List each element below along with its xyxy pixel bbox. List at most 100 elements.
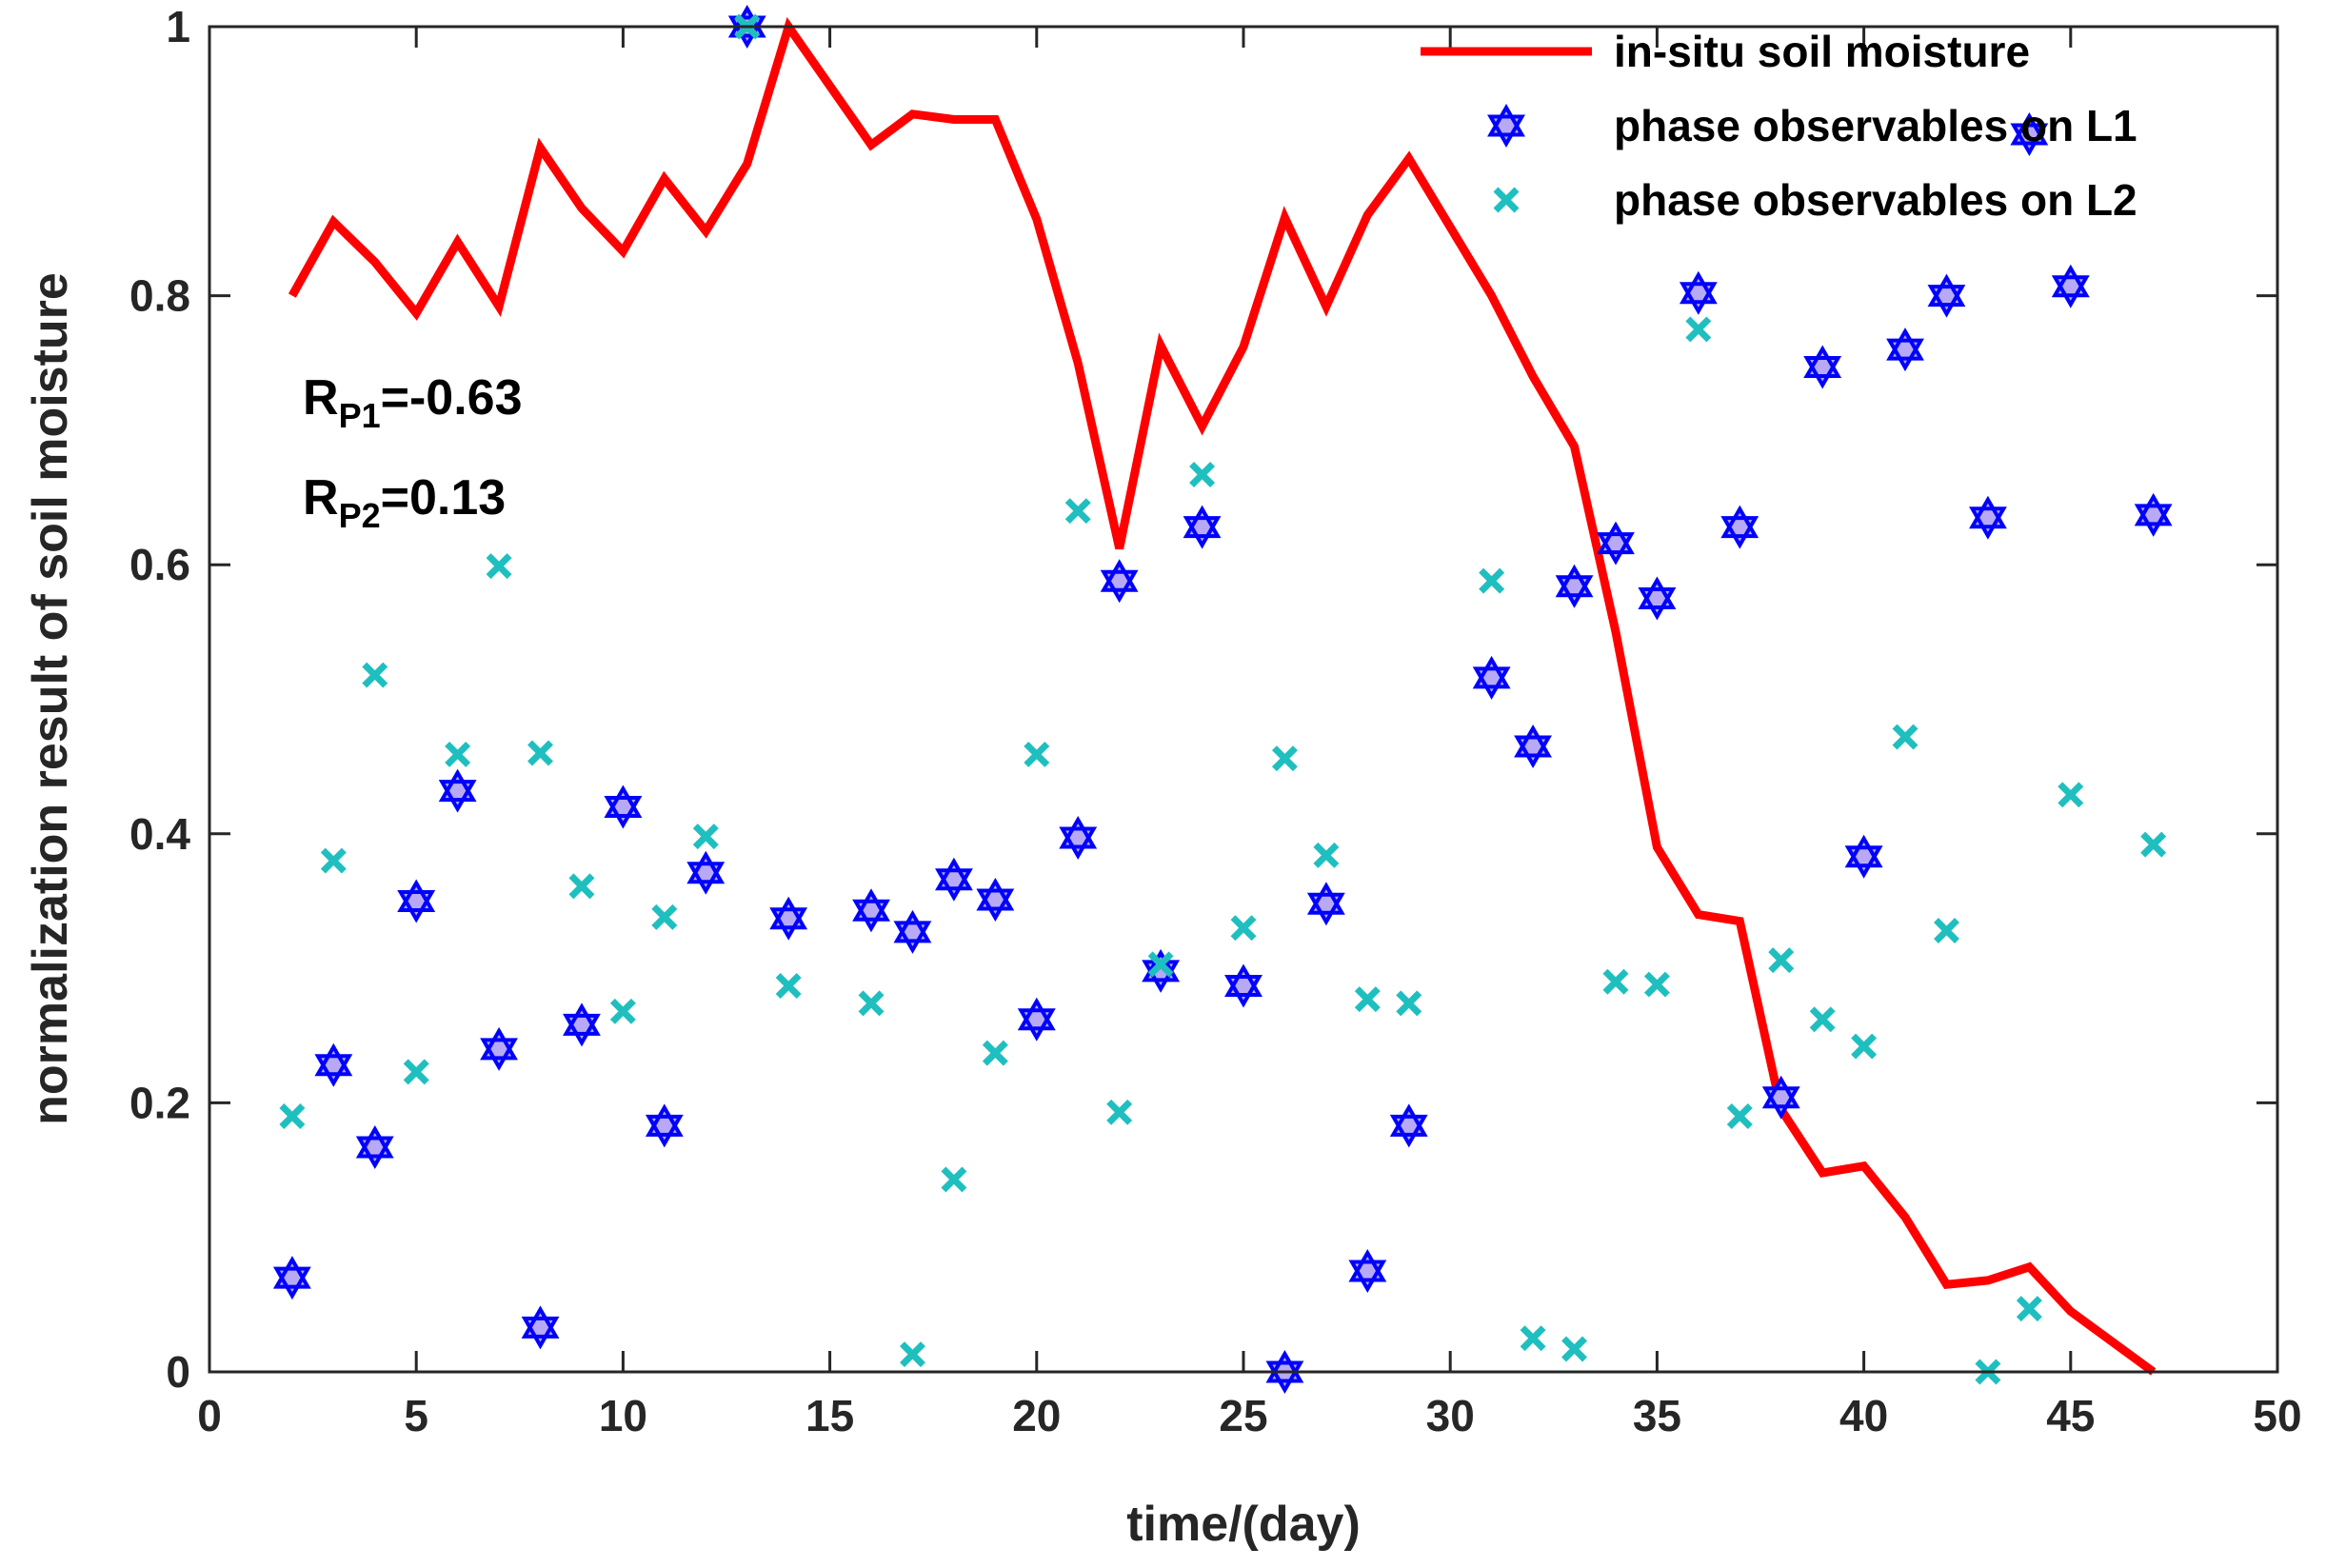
l1-point bbox=[1927, 273, 1966, 318]
y-tick-label: 0.6 bbox=[129, 540, 190, 589]
l2-point bbox=[609, 998, 636, 1024]
x-tick-label: 50 bbox=[2253, 1391, 2301, 1440]
annotation-r-p1-sub: P1 bbox=[339, 396, 381, 435]
l2-point bbox=[982, 1040, 1008, 1066]
l1-point bbox=[1720, 505, 1759, 549]
l1-point bbox=[1059, 815, 1098, 861]
l1-point bbox=[1514, 724, 1552, 769]
axes: 0 5 10 15 20 25 30 35 40 45 50 0 0.2 0.4 0.6 0.8 1 bbox=[129, 2, 2302, 1440]
l2-point bbox=[486, 553, 512, 580]
l2-point bbox=[445, 741, 471, 767]
l1-point bbox=[1844, 834, 1883, 879]
annotation-r-p1-main: R bbox=[303, 370, 339, 426]
x-tick-label: 15 bbox=[805, 1391, 854, 1440]
legend: in-situ soil moisture phase observables o… bbox=[1421, 27, 2137, 225]
l2-point bbox=[568, 873, 595, 900]
l2-point bbox=[320, 847, 347, 874]
l2-point bbox=[1189, 462, 1216, 488]
l1-point bbox=[604, 784, 643, 829]
l1-point bbox=[1969, 495, 2007, 540]
l1-point bbox=[1183, 505, 1222, 549]
l1-point bbox=[480, 1026, 518, 1071]
l2-point bbox=[1768, 947, 1795, 974]
l2-point bbox=[279, 1103, 306, 1130]
l1-point bbox=[521, 1305, 560, 1350]
y-tick-label: 0.4 bbox=[129, 809, 190, 859]
l2-point bbox=[775, 972, 802, 999]
x-tick-label: 10 bbox=[599, 1391, 647, 1440]
l1-point bbox=[563, 1002, 601, 1047]
l1-point bbox=[852, 888, 890, 933]
l1-point bbox=[272, 1256, 311, 1300]
x-axis-title: time/(day) bbox=[1126, 1497, 1361, 1552]
l2-point bbox=[1271, 745, 1298, 772]
l1-point bbox=[1638, 576, 1677, 621]
l2-point bbox=[900, 1341, 925, 1368]
l1-point bbox=[1100, 559, 1139, 604]
l2-point bbox=[1106, 1099, 1133, 1125]
l1-point bbox=[355, 1124, 394, 1170]
x-tick-label: 5 bbox=[404, 1391, 428, 1440]
series-line-in-situ-soil-moisture bbox=[288, 16, 2157, 1376]
l2-point bbox=[692, 824, 719, 850]
legend-label: phase observables on L1 bbox=[1614, 101, 2137, 150]
l2-point bbox=[1396, 990, 1422, 1017]
annotation-r-p2-value: =0.13 bbox=[381, 470, 507, 526]
l2-point bbox=[1354, 986, 1381, 1013]
l1-point bbox=[976, 877, 1015, 923]
legend-swatch-l2 bbox=[1493, 187, 1520, 213]
l2-point bbox=[1147, 951, 1174, 978]
l1-point bbox=[2051, 264, 2090, 308]
l1-point bbox=[1555, 564, 1594, 608]
l2-point bbox=[1602, 968, 1629, 995]
l1-point bbox=[2134, 492, 2173, 537]
data-marks bbox=[272, 4, 2173, 1395]
l2-point bbox=[527, 740, 553, 766]
l2-point bbox=[1726, 1103, 1753, 1130]
l1-point bbox=[438, 768, 477, 813]
l2-point bbox=[362, 662, 388, 688]
y-tick-label: 0.8 bbox=[129, 271, 190, 321]
x-tick-label: 20 bbox=[1012, 1391, 1061, 1440]
l1-point bbox=[314, 1042, 353, 1087]
l1-point bbox=[397, 879, 436, 923]
l2-point bbox=[1809, 1006, 1836, 1033]
l1-point bbox=[1679, 270, 1718, 315]
l2-point bbox=[858, 990, 885, 1017]
l2-point bbox=[1024, 741, 1050, 767]
l2-point bbox=[1479, 567, 1505, 594]
annotation-r-p1: RP1=-0.63 bbox=[303, 370, 523, 435]
l1-point bbox=[1886, 327, 1924, 372]
l2-point bbox=[651, 903, 678, 930]
x-tick-label: 40 bbox=[1839, 1391, 1888, 1440]
l1-point bbox=[645, 1103, 684, 1148]
x-tick-label: 25 bbox=[1219, 1391, 1267, 1440]
l2-point bbox=[1643, 971, 1670, 998]
l2-point bbox=[2058, 782, 2084, 808]
l1-point bbox=[1597, 521, 1635, 566]
annotation-r-p1-value: =-0.63 bbox=[381, 370, 523, 426]
l2-point bbox=[1313, 842, 1340, 868]
l1-point bbox=[1389, 1103, 1428, 1148]
l2-point bbox=[403, 1059, 429, 1085]
legend-label: phase observables on L2 bbox=[1614, 175, 2137, 225]
plot-area bbox=[209, 27, 2277, 1372]
y-tick-label: 0 bbox=[166, 1347, 190, 1397]
l2-point bbox=[1520, 1325, 1546, 1352]
l1-point bbox=[686, 850, 726, 895]
l2-point bbox=[1851, 1033, 1878, 1060]
x-tick-label: 0 bbox=[197, 1391, 222, 1440]
y-tick-label: 0.2 bbox=[129, 1078, 190, 1127]
l1-point bbox=[935, 857, 973, 902]
l1-point bbox=[1017, 997, 1056, 1042]
l1-point bbox=[1761, 1075, 1800, 1120]
l2-point bbox=[2016, 1296, 2042, 1322]
legend-label: in-situ soil moisture bbox=[1614, 27, 2030, 76]
l1-point bbox=[1224, 963, 1262, 1008]
l2-point bbox=[941, 1166, 967, 1193]
l1-point bbox=[1803, 345, 1842, 389]
l2-point bbox=[1934, 918, 1959, 944]
y-axis-title: normalization result of soil moisture bbox=[23, 272, 78, 1125]
l2-point bbox=[1685, 316, 1712, 343]
